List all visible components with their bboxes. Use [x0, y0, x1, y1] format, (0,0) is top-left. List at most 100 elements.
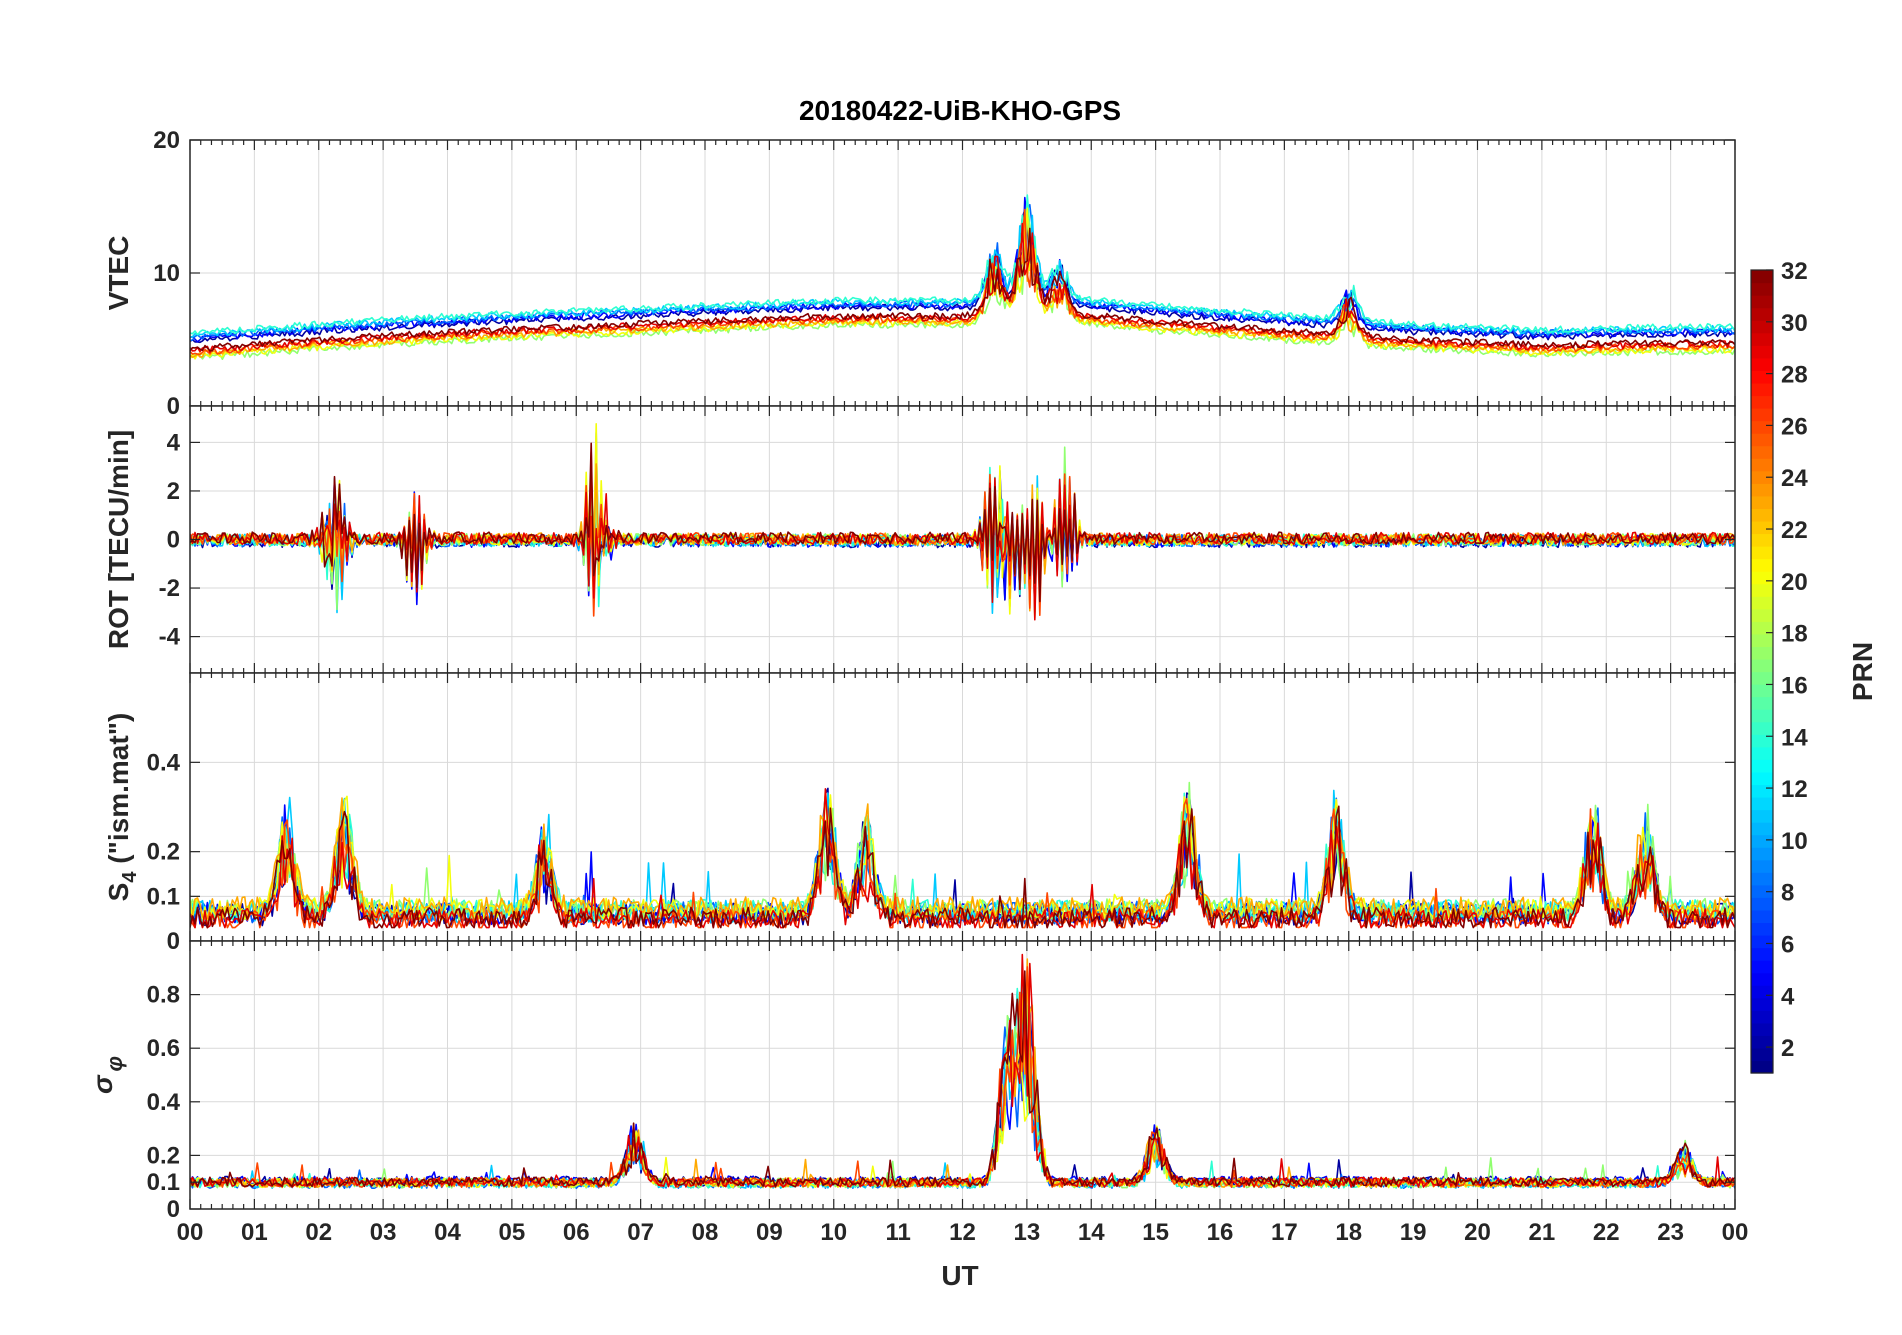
colorbar-segment: [1751, 646, 1773, 660]
y-tick-label: 0.8: [147, 982, 180, 1009]
colorbar-segment: [1751, 483, 1773, 497]
colorbar-segment: [1751, 796, 1773, 811]
colorbar-segment: [1751, 282, 1773, 296]
colorbar-tick-label: 4: [1781, 983, 1795, 1010]
colorbar-tick-label: 12: [1781, 776, 1808, 803]
x-tick-label: 01: [241, 1219, 268, 1246]
x-tick-label: 09: [756, 1219, 783, 1246]
colorbar-segment: [1751, 897, 1773, 911]
colorbar-segment: [1751, 1047, 1773, 1062]
y-axis-label-rot: ROT [TECU/min]: [103, 430, 134, 649]
y-tick-label: 0: [167, 527, 180, 554]
colorbar-segment: [1751, 608, 1773, 622]
y-axis-label-s4: S4 ("ism.mat"): [103, 713, 141, 902]
colorbar-label: PRN: [1847, 642, 1878, 701]
colorbar-segment: [1751, 621, 1773, 635]
colorbar-segment: [1751, 508, 1773, 522]
colorbar-segment: [1751, 395, 1773, 409]
x-tick-label: 13: [1014, 1219, 1041, 1246]
colorbar-tick-label: 14: [1781, 724, 1808, 751]
x-tick-label: 23: [1657, 1219, 1684, 1246]
x-tick-label: 17: [1271, 1219, 1298, 1246]
colorbar-tick-label: 26: [1781, 413, 1808, 440]
colorbar-segment: [1751, 382, 1773, 397]
y-tick-label: 0: [167, 1196, 180, 1223]
colorbar-segment: [1751, 408, 1773, 422]
y-tick-label: 4: [167, 429, 181, 456]
colorbar-segment: [1751, 709, 1773, 723]
y-tick-label: 0.4: [147, 749, 181, 776]
colorbar-segment: [1751, 909, 1773, 924]
x-tick-label: 10: [820, 1219, 847, 1246]
colorbar-segment: [1751, 734, 1773, 748]
colorbar-segment: [1751, 470, 1773, 484]
y-axis-label-sigma: σφ: [87, 1056, 127, 1094]
x-tick-label: 04: [434, 1219, 461, 1246]
colorbar-segment: [1751, 332, 1773, 346]
colorbar-segment: [1751, 445, 1773, 459]
colorbar-segment: [1751, 872, 1773, 886]
x-tick-labels: 00 01 02 03 04 05 06 07 08 09 10 11 12 13 14 15 16 17 18 19…: [177, 1219, 1749, 1246]
colorbar-segment: [1751, 997, 1773, 1011]
colorbar-segment: [1751, 822, 1773, 836]
colorbar-segment: [1751, 520, 1773, 535]
colorbar-segment: [1751, 571, 1773, 585]
colorbar-tick-label: 16: [1781, 672, 1808, 699]
colorbar-tick-label: 6: [1781, 931, 1794, 958]
colorbar-tick-label: 24: [1781, 465, 1808, 492]
colorbar-segment: [1751, 771, 1773, 786]
colorbar-segment: [1751, 884, 1773, 898]
y-tick-label: -4: [159, 624, 181, 651]
colorbar-segment: [1751, 433, 1773, 447]
x-tick-label: 19: [1400, 1219, 1427, 1246]
panel-sigma-series: [190, 953, 1735, 1190]
colorbar-segment: [1751, 320, 1773, 334]
colorbar-tick-label: 22: [1781, 517, 1808, 544]
y-tick-label: 0.4: [147, 1089, 181, 1116]
colorbar-segment: [1751, 859, 1773, 873]
y-tick-label: 0.2: [147, 1142, 180, 1169]
colorbar-segment: [1751, 834, 1773, 848]
colorbar-segment: [1751, 721, 1773, 735]
colorbar-tick-label: 2: [1781, 1035, 1794, 1062]
colorbar-segment: [1751, 960, 1773, 974]
x-tick-label: 14: [1078, 1219, 1105, 1246]
colorbar-tick-label: 10: [1781, 828, 1808, 855]
x-tick-label: 16: [1207, 1219, 1234, 1246]
series-line-sigma-prn-32: [190, 970, 1735, 1188]
panel-sigma: 00.10.2 0.4 0.6 0.8 σφ: [87, 940, 1736, 1223]
colorbar-segment: [1751, 546, 1773, 560]
series-line-s4-prn-32: [190, 805, 1735, 929]
colorbar-segment: [1751, 696, 1773, 710]
colorbar-frame: [1750, 269, 1774, 1074]
y-tick-label: -2: [159, 575, 180, 602]
colorbar-tick-label: 8: [1781, 880, 1794, 907]
series-line-vtec-prn-14: [190, 194, 1735, 336]
colorbar-segment: [1751, 684, 1773, 698]
colorbar-segment: [1751, 746, 1773, 760]
colorbar-segment: [1751, 596, 1773, 610]
colorbar-segment: [1751, 671, 1773, 685]
x-tick-label: 21: [1529, 1219, 1556, 1246]
x-tick-label: 12: [949, 1219, 976, 1246]
colorbar-segment: [1751, 1022, 1773, 1036]
y-tick-label: 0.1: [147, 1169, 180, 1196]
x-tick-label: 05: [499, 1219, 526, 1246]
y-tick-label: 0: [167, 393, 180, 420]
colorbar-segment: [1751, 985, 1773, 999]
colorbar-segment: [1751, 809, 1773, 823]
x-tick-label: 03: [370, 1219, 397, 1246]
colorbar-segment: [1751, 357, 1773, 371]
x-tick-label: 00: [1722, 1219, 1749, 1246]
series-line-vtec-prn-32: [190, 227, 1735, 352]
colorbar-tick-label: 28: [1781, 362, 1808, 389]
colorbar-segment: [1751, 633, 1773, 648]
y-tick-label: 0: [167, 928, 180, 955]
colorbar-segment: [1751, 458, 1773, 472]
series-line-rot-prn-32: [190, 442, 1735, 603]
x-tick-label: 02: [305, 1219, 332, 1246]
panel-rot: -4 -2 0 2 4 ROT [TECU/min]: [103, 405, 1736, 674]
colorbar-tick-label: 18: [1781, 621, 1808, 648]
chart-title: 20180422-UiB-KHO-GPS: [799, 95, 1121, 126]
colorbar-segment: [1751, 922, 1773, 936]
